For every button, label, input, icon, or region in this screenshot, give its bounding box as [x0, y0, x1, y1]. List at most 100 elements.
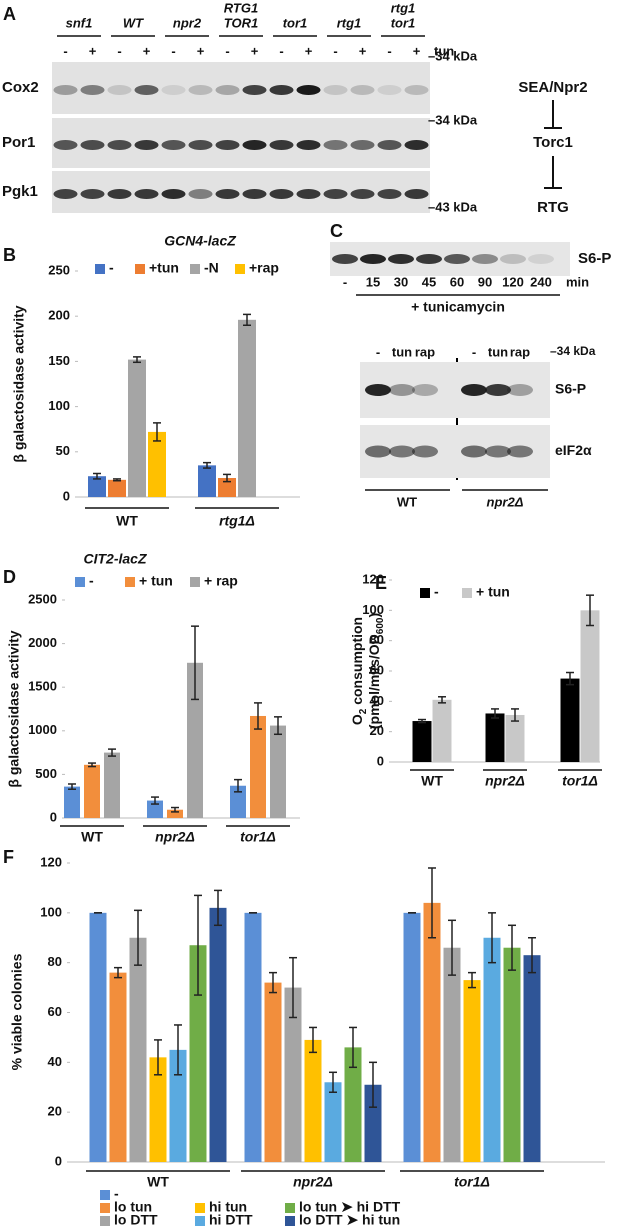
lane-label: -: [472, 344, 476, 359]
bar: [187, 662, 203, 818]
legend-label: -: [109, 260, 114, 276]
legend-swatch: [195, 1216, 205, 1226]
x-tick-label: WT: [81, 829, 103, 845]
y-tick-label: 100: [40, 904, 62, 919]
blot-band: [412, 445, 438, 458]
time-label: 45: [422, 274, 436, 289]
legend-swatch: [135, 264, 145, 274]
y-tick-label: 40: [48, 1054, 62, 1069]
y-tick-label: 150: [48, 353, 70, 368]
blot-band: [80, 140, 105, 150]
time-label: 120: [502, 274, 524, 289]
blot-band: [472, 254, 498, 264]
mw-marker: –34 kDa: [428, 112, 478, 127]
y-tick-label: 0: [55, 1153, 62, 1168]
blot-band: [350, 189, 375, 199]
error-bar: [133, 356, 141, 364]
lane-sign: +: [143, 43, 151, 58]
bar: [523, 955, 541, 1162]
blot-band: [296, 189, 321, 199]
bar: [88, 476, 106, 497]
blot-band: [242, 189, 267, 199]
blot-band: [350, 140, 375, 150]
lane-sign: -: [333, 43, 337, 58]
row-label: eIF2α: [555, 442, 592, 458]
blot-band: [242, 140, 267, 150]
blot-band: [134, 189, 159, 199]
lane-label: -: [376, 344, 380, 359]
blot-band: [107, 189, 132, 199]
error-bar: [448, 919, 456, 976]
error-bar: [113, 478, 121, 482]
blot-band: [485, 445, 511, 458]
bar: [84, 764, 100, 818]
legend-swatch: [75, 577, 85, 587]
strain-label: npr2Δ: [487, 494, 524, 509]
lane-label: tun: [488, 344, 508, 359]
bar: [198, 465, 216, 497]
legend-swatch: [100, 1216, 110, 1226]
legend-label: -: [114, 1186, 119, 1202]
time-unit: min: [566, 274, 589, 289]
bar: [244, 912, 262, 1162]
error-bar: [191, 625, 199, 701]
lane-label: rap: [510, 344, 530, 359]
bar: [189, 945, 207, 1162]
error-bar: [134, 909, 142, 966]
blot-band: [53, 189, 78, 199]
row-label: S6-P: [578, 250, 611, 267]
strain-label: rtg1: [391, 0, 416, 15]
chart-title: CIT2-lacZ: [83, 551, 146, 567]
blot-row: [52, 62, 430, 114]
bar: [128, 359, 146, 497]
blot-band: [296, 85, 321, 95]
bar: [324, 1082, 342, 1162]
y-tick-label: 500: [35, 766, 57, 781]
error-bar: [114, 966, 122, 979]
x-tick-label: tor1Δ: [240, 829, 276, 845]
error-bar: [153, 422, 161, 442]
blot-band: [323, 140, 348, 150]
blot-band: [53, 140, 78, 150]
error-bar: [154, 1039, 162, 1076]
blot-row: [360, 362, 550, 418]
blot-band: [416, 254, 442, 264]
bar: [505, 714, 525, 762]
blot-band: [107, 85, 132, 95]
x-tick-label: WT: [116, 513, 138, 529]
error-bar: [511, 708, 519, 722]
y-axis-label-part: 2: [358, 708, 369, 714]
panel-label: B: [3, 245, 16, 265]
blot-band: [269, 189, 294, 199]
legend-label: hi tun: [209, 1199, 247, 1215]
y-tick-label: 1000: [28, 722, 57, 737]
error-bar: [174, 1024, 182, 1076]
mw-marker: –34 kDa: [550, 344, 596, 358]
blot-band: [161, 140, 186, 150]
x-tick-label: tor1Δ: [454, 1174, 490, 1190]
lane-sign: -: [279, 43, 283, 58]
lane-label: rap: [415, 344, 435, 359]
blot-band: [461, 445, 487, 458]
blot-band: [242, 85, 267, 95]
y-tick-label: 20: [48, 1104, 62, 1119]
blot-band: [507, 445, 533, 458]
strain-label: rtg1: [337, 15, 362, 30]
blot-band: [188, 85, 213, 95]
y-axis-label-part: 600: [375, 617, 386, 634]
y-tick-label: 60: [370, 662, 384, 677]
legend-label: lo tun: [114, 1199, 152, 1215]
bar: [104, 752, 120, 818]
error-bar: [438, 696, 446, 704]
bar: [109, 972, 127, 1162]
blot-band: [365, 384, 391, 396]
time-label: 15: [366, 274, 380, 289]
blot-band: [53, 85, 78, 95]
legend-label: +rap: [249, 260, 279, 276]
blot-band: [507, 384, 533, 396]
x-tick-label: rtg1Δ: [219, 513, 255, 529]
error-bar: [234, 778, 242, 793]
bar: [89, 912, 107, 1162]
bar: [412, 721, 432, 762]
y-axis-label-part: O: [349, 714, 365, 725]
